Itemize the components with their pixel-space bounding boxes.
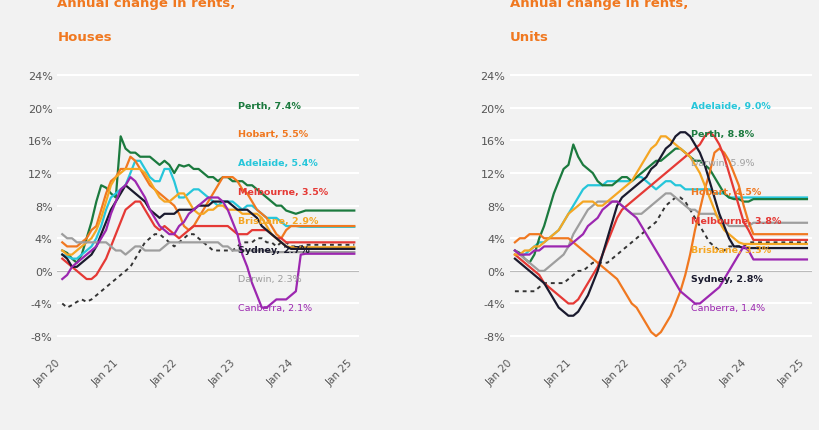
Text: Brisbane, 2.9%: Brisbane, 2.9% [238,217,319,226]
Text: Perth, 7.4%: Perth, 7.4% [238,101,301,110]
Text: Darwin, 2.3%: Darwin, 2.3% [238,275,301,284]
Text: Perth, 8.8%: Perth, 8.8% [690,130,753,139]
Text: Canberra, 2.1%: Canberra, 2.1% [238,304,312,313]
Text: Annual change in rents,: Annual change in rents, [57,0,236,10]
Text: Sydney, 2.8%: Sydney, 2.8% [690,275,762,284]
Text: Sydney, 2.7%: Sydney, 2.7% [238,246,310,255]
Text: Hobart, 5.5%: Hobart, 5.5% [238,130,308,139]
Text: Canberra, 1.4%: Canberra, 1.4% [690,304,764,313]
Text: Hobart, 4.5%: Hobart, 4.5% [690,188,760,197]
Text: Brisbane, 3.3%: Brisbane, 3.3% [690,246,771,255]
Text: Annual change in rents,: Annual change in rents, [509,0,688,10]
Text: Melbourne, 3.8%: Melbourne, 3.8% [690,217,781,226]
Text: Darwin, 5.9%: Darwin, 5.9% [690,159,753,168]
Text: Houses: Houses [57,31,112,43]
Text: Units: Units [509,31,548,43]
Text: Melbourne, 3.5%: Melbourne, 3.5% [238,188,328,197]
Text: Adelaide, 9.0%: Adelaide, 9.0% [690,101,770,110]
Text: Adelaide, 5.4%: Adelaide, 5.4% [238,159,318,168]
